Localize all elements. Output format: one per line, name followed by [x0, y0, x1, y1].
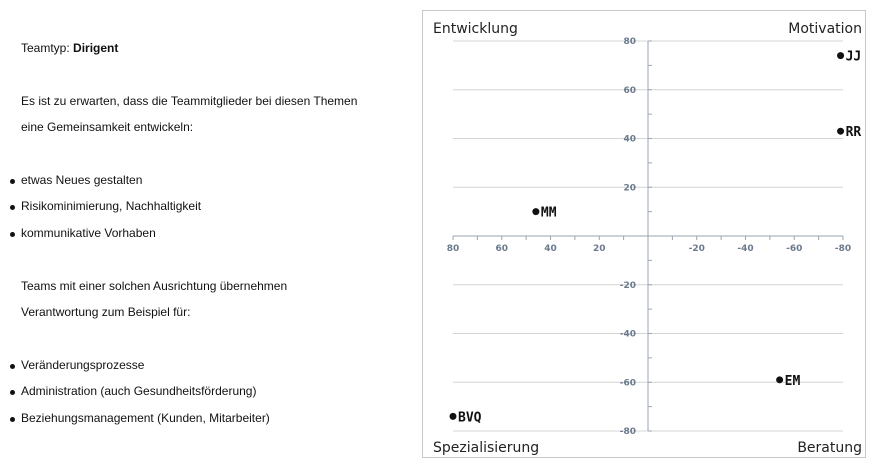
- scatter-chart: 80 60 40 20 -20 -40 -60 -80 80 60 40 20 -20 -40 -60 -80…: [422, 10, 866, 458]
- team-type-label: Teamtyp:: [21, 41, 74, 55]
- x-tick-label: 60: [495, 244, 508, 254]
- quadrant-label-top-right: Motivation: [788, 21, 862, 37]
- x-tick-label: 40: [544, 244, 557, 254]
- bullet-icon: [10, 417, 15, 422]
- x-tick-label: -20: [689, 244, 705, 254]
- x-tick-label: -40: [737, 244, 753, 254]
- y-tick-label: -80: [620, 427, 636, 437]
- intro-line-1: Es ist zu erwarten, dass die Teammitglie…: [21, 94, 358, 108]
- point-label: EM: [785, 374, 801, 389]
- quadrant-label-bottom-left: Spezialisierung: [433, 440, 539, 456]
- data-point: [776, 376, 784, 384]
- quadrant-label-bottom-right: Beratung: [797, 440, 862, 456]
- team-type-line: Teamtyp: Dirigent: [21, 41, 118, 55]
- y-tick-label: -40: [620, 330, 636, 340]
- bullet-icon: [10, 179, 15, 184]
- y-tick-label: 20: [623, 183, 636, 193]
- data-point: [449, 412, 457, 420]
- point-label: BVQ: [458, 410, 482, 425]
- y-tick-label: 40: [623, 135, 636, 145]
- responsibility-line-2: Verantwortung zum Beispiel für:: [21, 305, 191, 319]
- x-tick-label: 20: [593, 244, 606, 254]
- intro-line-2: eine Gemeinsamkeit entwickeln:: [21, 120, 194, 134]
- topic-item: kommunikative Vorhaben: [21, 226, 156, 240]
- point-label: RR: [846, 125, 862, 140]
- bullet-icon: [10, 390, 15, 395]
- data-point: [532, 208, 540, 216]
- data-point: [837, 52, 845, 60]
- point-label: JJ: [846, 50, 862, 65]
- x-tick-label: 80: [447, 244, 460, 254]
- x-tick-label: -60: [786, 244, 802, 254]
- topic-item: etwas Neues gestalten: [21, 173, 143, 187]
- description-panel: Teamtyp: Dirigent Es ist zu erwarten, da…: [0, 0, 410, 464]
- topic-item: Risikominimierung, Nachhaltigkeit: [21, 199, 202, 213]
- y-tick-label: 80: [623, 37, 636, 47]
- bullet-icon: [10, 232, 15, 237]
- data-point: [837, 127, 845, 135]
- bullet-icon: [10, 364, 15, 369]
- y-tick-label: 60: [623, 86, 636, 96]
- responsibility-line-1: Teams mit einer solchen Ausrichtung über…: [21, 279, 288, 293]
- responsibility-item: Veränderungsprozesse: [21, 358, 145, 372]
- responsibility-item: Administration (auch Gesundheitsförderun…: [21, 384, 257, 398]
- responsibility-item: Beziehungsmanagement (Kunden, Mitarbeite…: [21, 411, 270, 425]
- quadrant-label-top-left: Entwicklung: [433, 21, 518, 37]
- team-type-value: Dirigent: [73, 41, 119, 55]
- x-tick-label: -80: [835, 244, 851, 254]
- bullet-icon: [10, 205, 15, 210]
- chart-canvas: 80 60 40 20 -20 -40 -60 -80 80 60 40 20 -20 -40 -60 -80…: [433, 21, 862, 456]
- y-tick-label: -60: [620, 378, 636, 388]
- point-label: MM: [541, 206, 557, 221]
- y-tick-label: -20: [620, 281, 636, 291]
